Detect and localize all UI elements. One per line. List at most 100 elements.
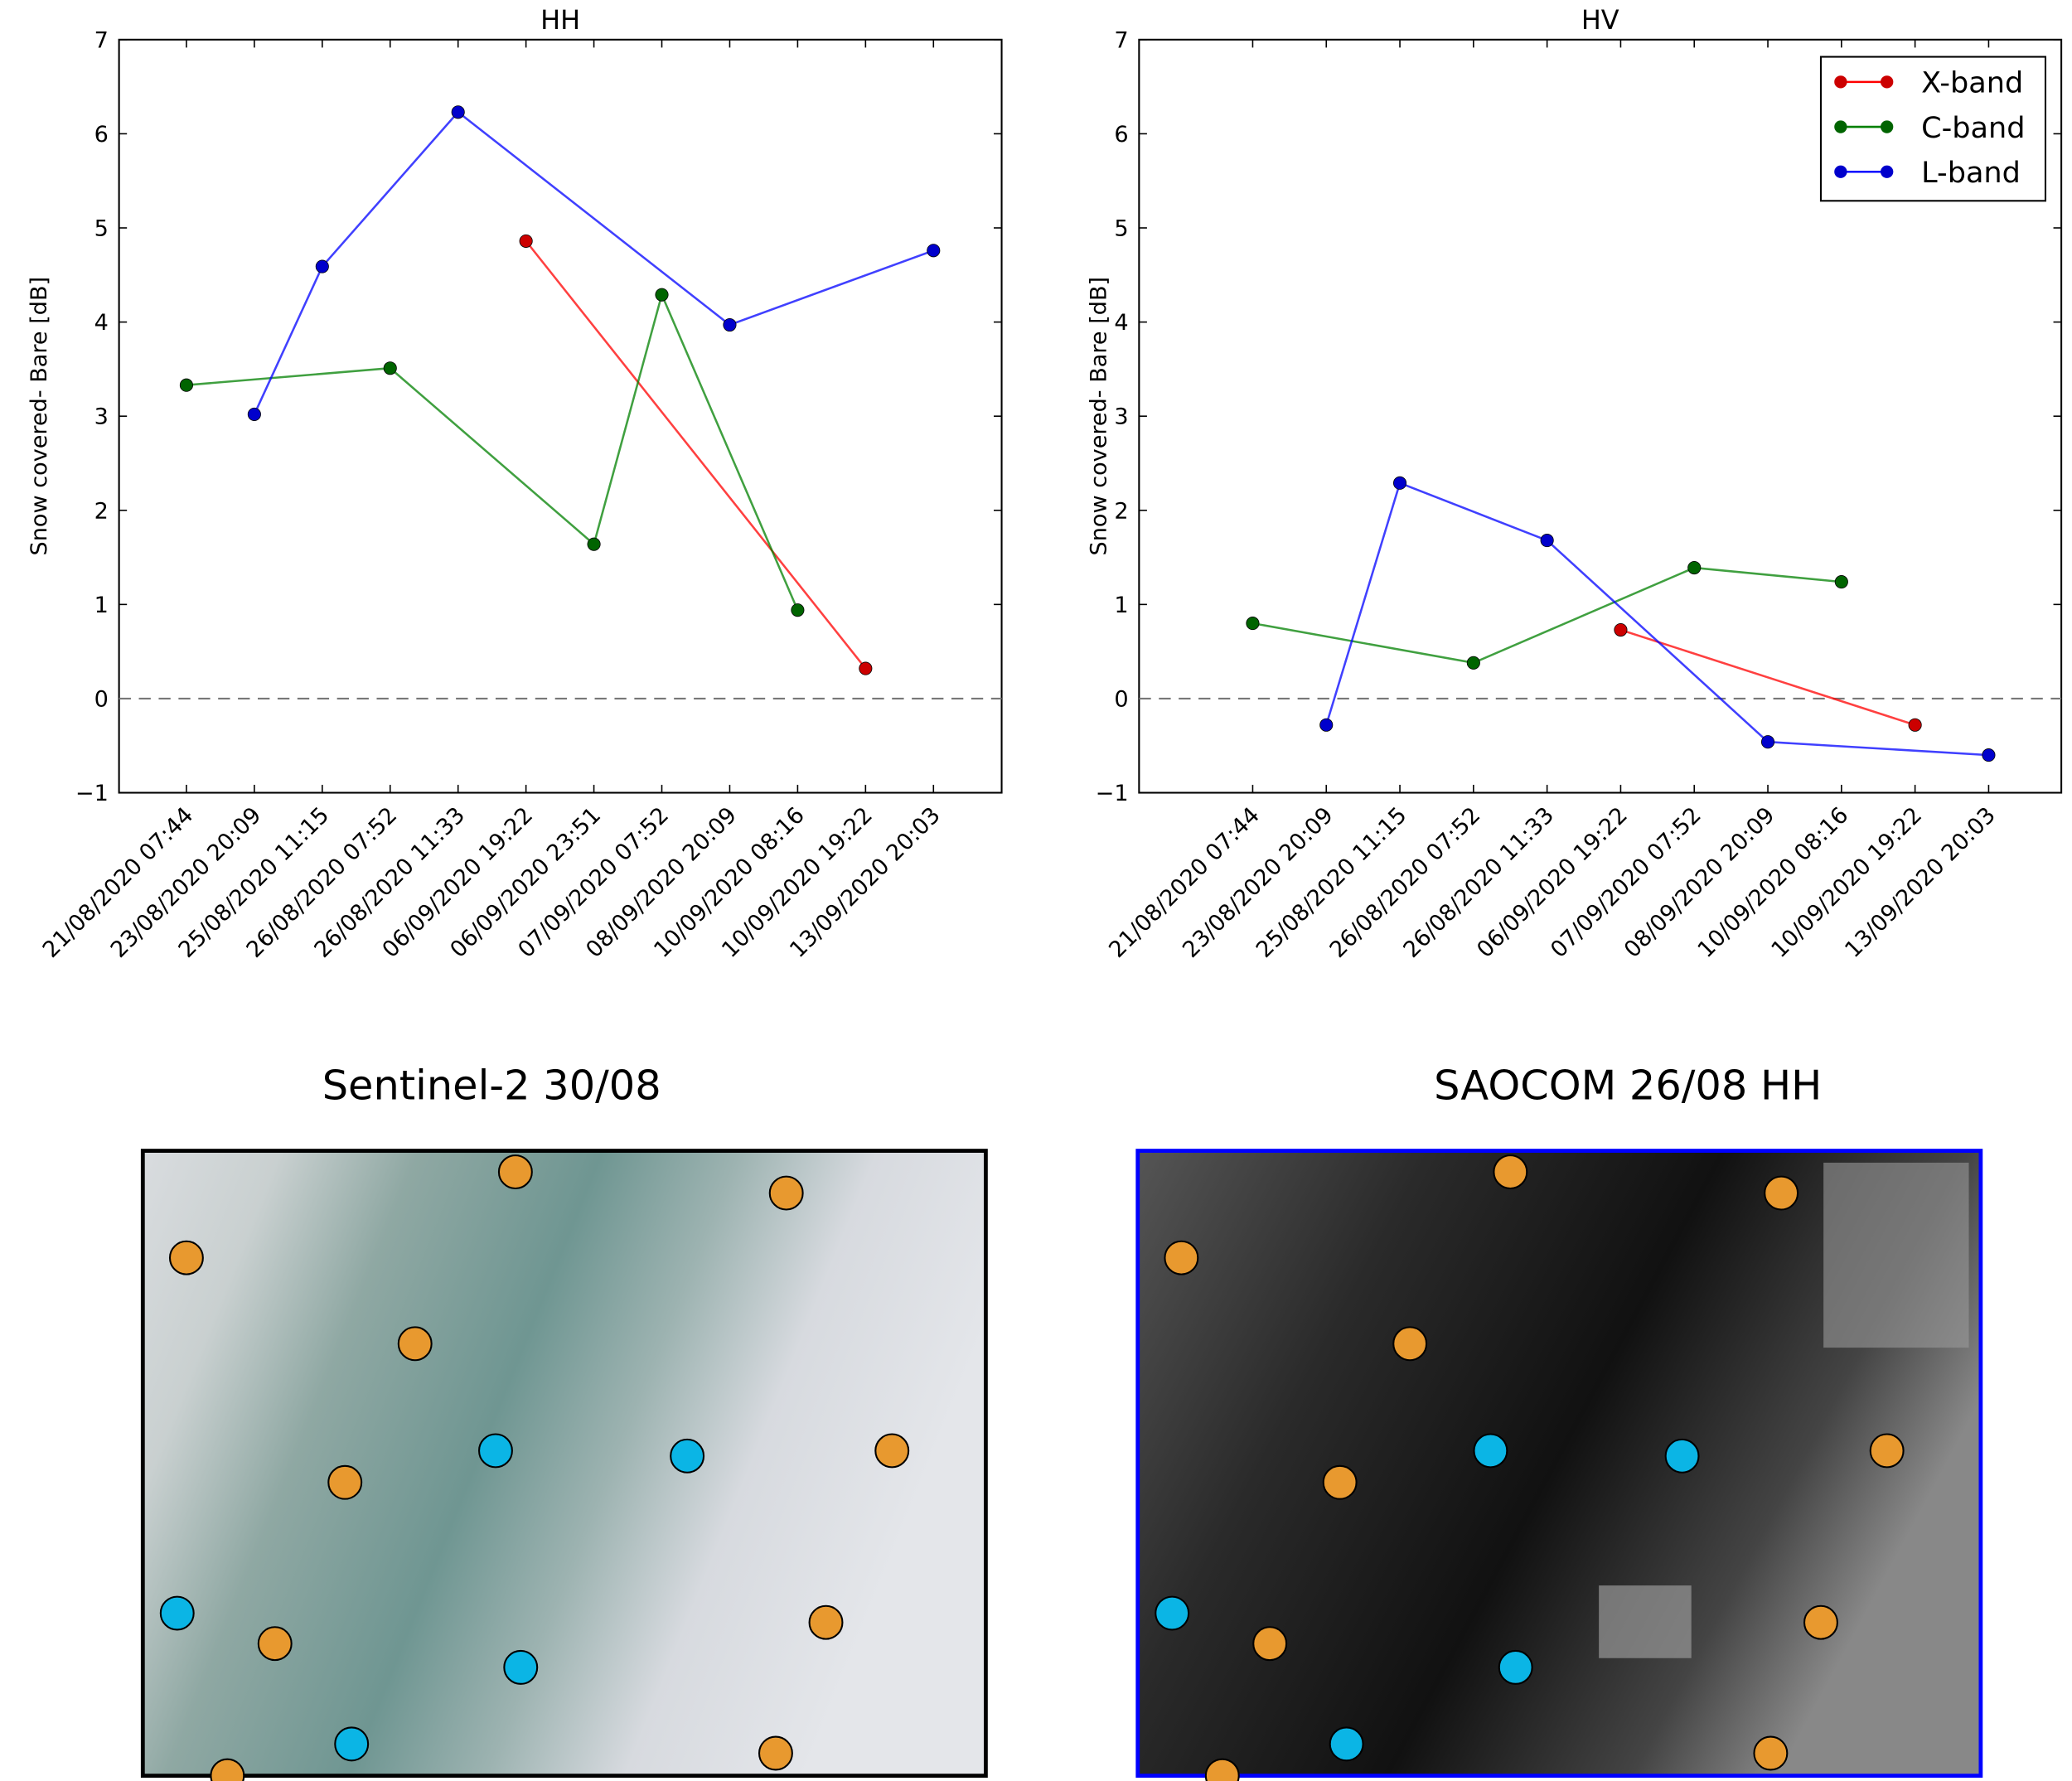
orange-marker — [210, 1758, 245, 1781]
orange-marker — [397, 1326, 433, 1362]
y-tick-label: 6 — [1114, 122, 1128, 148]
y-tick-label: 2 — [94, 498, 109, 524]
blue-marker — [334, 1726, 370, 1762]
chart-title: HH — [540, 4, 580, 36]
data-point — [1982, 748, 1996, 762]
data-point — [587, 537, 601, 551]
y-tick-label: 4 — [94, 310, 109, 336]
blue-marker — [1155, 1595, 1190, 1631]
chart-title: HV — [1581, 4, 1619, 36]
orange-marker — [1869, 1433, 1905, 1469]
right-panel-title: SAOCOM 26/08 HH — [1434, 1061, 1822, 1109]
legend-marker — [1834, 165, 1847, 178]
blue-marker — [1664, 1438, 1700, 1474]
plot-area — [118, 38, 1003, 794]
data-point — [655, 288, 669, 302]
data-point — [179, 378, 193, 392]
series-line — [525, 240, 867, 670]
series-l-band — [247, 105, 941, 421]
data-point — [451, 105, 465, 119]
orange-marker — [497, 1154, 533, 1190]
y-tick-label: 4 — [1114, 310, 1128, 336]
blue-marker — [670, 1438, 705, 1474]
legend-label: C-band — [1921, 111, 2025, 145]
y-tick-label: 1 — [1114, 593, 1128, 618]
sentinel2-markers — [159, 1154, 910, 1781]
orange-marker — [1204, 1758, 1240, 1781]
orange-marker — [874, 1433, 910, 1469]
y-axis-label: Snow covered- Bare [dB] — [27, 277, 52, 556]
data-point — [723, 317, 737, 332]
y-tick-label: 1 — [94, 593, 109, 618]
data-point — [383, 361, 397, 375]
data-point — [791, 603, 805, 617]
legend-box — [1819, 56, 2047, 202]
orange-marker — [1803, 1604, 1838, 1640]
orange-marker — [1322, 1464, 1358, 1500]
data-point — [1908, 718, 1922, 732]
orange-marker — [1753, 1735, 1789, 1771]
blue-marker — [503, 1649, 539, 1685]
data-point — [1540, 534, 1554, 548]
y-axis-label: Snow covered- Bare [dB] — [1086, 277, 1111, 556]
y-tick-label: −1 — [75, 781, 109, 806]
data-point — [1834, 575, 1848, 589]
data-point — [1466, 656, 1480, 670]
legend-marker — [1834, 120, 1847, 133]
y-tick-label: 5 — [94, 216, 109, 242]
saocom-markers — [1155, 1154, 1905, 1781]
legend-label: L-band — [1921, 156, 2021, 190]
orange-marker — [768, 1175, 804, 1211]
y-tick-label: −1 — [1096, 781, 1129, 806]
series-line — [1620, 628, 1916, 726]
orange-marker — [1392, 1326, 1428, 1362]
legend: X-band C-band L-band — [1819, 56, 2047, 202]
y-tick-label: 3 — [1114, 404, 1128, 430]
sentinel2-image — [140, 1149, 988, 1779]
data-point — [315, 259, 329, 273]
series-x-band — [519, 234, 873, 675]
data-point — [1246, 617, 1260, 631]
orange-marker — [1252, 1626, 1288, 1662]
data-point — [1760, 735, 1775, 749]
orange-marker — [1493, 1154, 1528, 1190]
orange-marker — [758, 1735, 793, 1771]
series-l-band — [1319, 476, 1996, 762]
series-line — [1252, 566, 1842, 665]
orange-marker — [257, 1626, 293, 1662]
y-tick-label: 7 — [1114, 27, 1128, 53]
blue-marker — [1498, 1649, 1533, 1685]
left-panel-title: Sentinel-2 30/08 — [322, 1061, 661, 1109]
orange-marker — [808, 1604, 844, 1640]
series-x-band — [1614, 622, 1922, 732]
orange-marker — [1164, 1240, 1199, 1275]
data-point — [519, 234, 533, 248]
series-c-band — [179, 288, 805, 617]
orange-marker — [327, 1464, 363, 1500]
blue-marker — [1473, 1433, 1508, 1469]
legend-marker — [1881, 75, 1894, 89]
y-tick-label: 0 — [1114, 687, 1128, 713]
y-tick-label: 7 — [94, 27, 109, 53]
y-tick-label: 2 — [1114, 498, 1128, 524]
series-c-band — [1246, 561, 1848, 670]
blue-marker — [1329, 1726, 1364, 1762]
data-point — [927, 244, 941, 258]
orange-marker — [168, 1240, 204, 1275]
legend-marker — [1881, 120, 1894, 133]
blue-marker — [478, 1433, 513, 1469]
blue-marker — [159, 1595, 195, 1631]
data-point — [1392, 476, 1407, 490]
y-tick-label: 0 — [94, 687, 109, 713]
data-point — [859, 661, 873, 675]
data-point — [1614, 622, 1628, 637]
y-tick-label: 5 — [1114, 216, 1128, 242]
legend-marker — [1834, 75, 1847, 89]
legend-label: X-band — [1921, 66, 2023, 100]
saocom-image — [1135, 1149, 1983, 1779]
y-tick-label: 6 — [94, 122, 109, 148]
data-point — [247, 407, 261, 421]
